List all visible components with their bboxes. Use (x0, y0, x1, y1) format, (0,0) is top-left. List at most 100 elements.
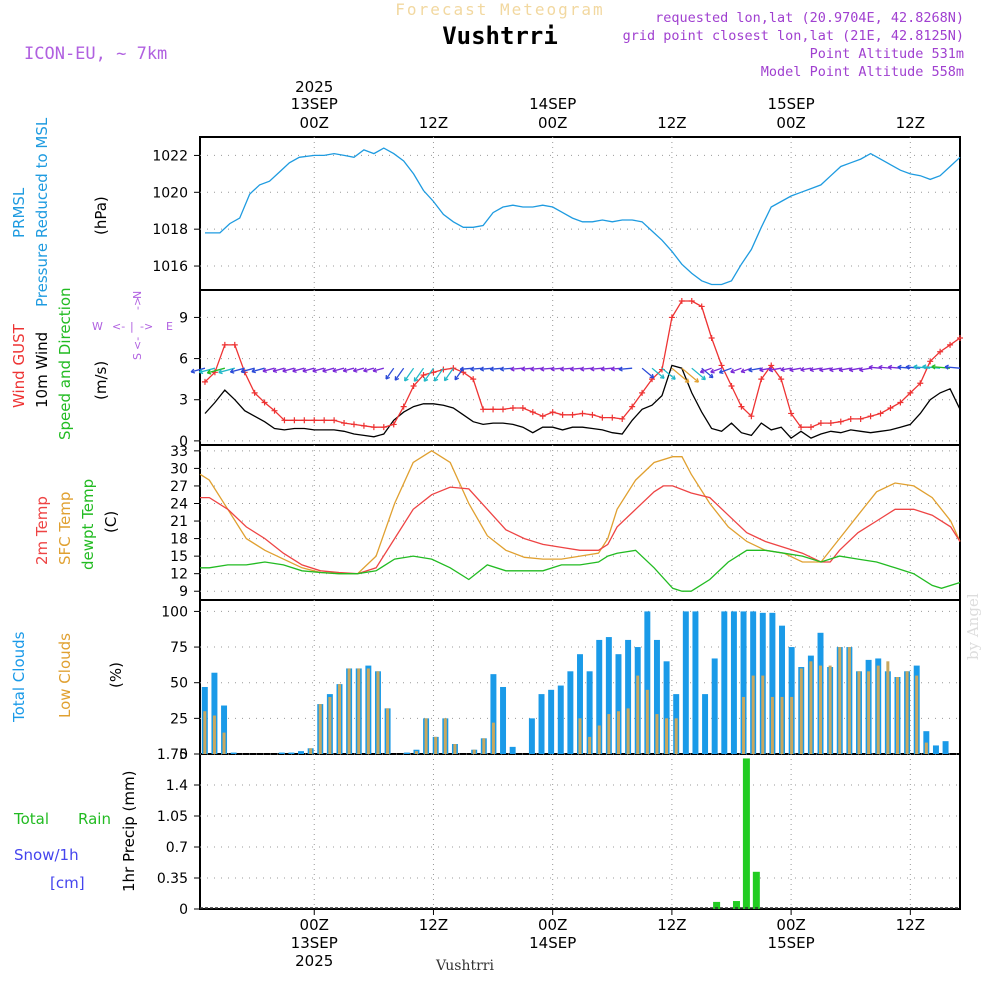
wind-direction-arrow (789, 367, 802, 371)
wind-gust-marker (410, 383, 417, 390)
wind-gust-marker (539, 413, 546, 420)
total-clouds-bar (278, 752, 285, 754)
precip-bar (732, 901, 740, 909)
wind-direction-arrow (413, 367, 425, 382)
wind-gust-marker (688, 297, 695, 304)
low-clouds-bar (761, 675, 765, 754)
low-clouds-bar (838, 647, 842, 754)
wind-gust-marker (281, 417, 288, 424)
low-clouds-bar (819, 665, 822, 754)
wind-direction-arrow (444, 367, 454, 382)
wind-direction-arrowhead (684, 378, 690, 384)
wind-direction-arrowhead (897, 364, 902, 370)
model-point-altitude: Model Point Altitude 558m (760, 64, 964, 80)
wind-direction-arrow (302, 367, 315, 372)
year-label-top: 2025 (295, 78, 333, 96)
wind-gust-marker (947, 341, 954, 348)
precip-bar (752, 871, 760, 909)
t2m-label: 2m Temp (33, 496, 51, 565)
low-clouds-bar (203, 711, 207, 754)
low-clouds-bar (616, 711, 620, 754)
total-clouds-bar (490, 674, 497, 754)
wind-gust-marker (718, 362, 725, 369)
y-tick-label: 6 (179, 352, 188, 368)
panel-frame (199, 753, 961, 910)
wind-direction-arrow (759, 367, 772, 371)
wind-direction-arrow (240, 367, 255, 373)
time-label-top: 12Z (896, 114, 925, 132)
wind-direction-arrow (769, 367, 782, 371)
wind-gust-marker (817, 420, 824, 427)
wind-gust-marker (867, 413, 874, 420)
location-title: Vushtrri (442, 22, 558, 50)
wind-direction-arrowhead (859, 367, 864, 373)
wind-direction-arrowhead (800, 366, 805, 373)
wind-gust-marker (341, 420, 348, 427)
wind-direction-arrowhead (292, 367, 297, 374)
wind-direction-arrow (353, 367, 365, 372)
wind-direction-arrow (282, 367, 295, 372)
time-label-top: 00Z (776, 114, 805, 132)
wind-gust-marker (629, 403, 636, 410)
wind-direction-arrow (913, 366, 931, 369)
wind-direction-arrowhead (610, 366, 616, 372)
total-clouds-bar (663, 661, 670, 754)
model-label: ICON-EU, ~ 7km (24, 44, 168, 64)
wind-gust-marker (857, 415, 864, 422)
y-tick-label: 9 (179, 584, 188, 600)
wind-direction-arrow (730, 367, 742, 373)
y-tick-label: 12 (170, 567, 188, 583)
wind-gust-marker (490, 406, 497, 413)
wind-direction-arrowhead (404, 376, 409, 382)
wind-direction-arrow (580, 367, 593, 370)
wind-direction-arrowhead (322, 367, 327, 373)
wind-direction-arrowhead (363, 367, 368, 373)
wind-direction-arrowhead (740, 368, 746, 374)
total-clouds-bar (615, 654, 622, 754)
wind-direction-arrowhead (443, 376, 449, 382)
wind-direction-arrow (829, 367, 841, 371)
total-clouds-bar (221, 705, 228, 754)
wind-direction-arrowhead (198, 369, 204, 375)
wind-direction-arrowhead (922, 364, 927, 370)
y-tick-label: 3 (179, 393, 188, 409)
wind-gust-marker (837, 418, 844, 425)
wind-direction-arrow (207, 367, 226, 374)
requested-coordinates: requested lon,lat (20.9704E, 42.8268N) (655, 10, 964, 26)
y-tick-label: 1.75 (157, 747, 188, 763)
low-clouds-bar (453, 744, 457, 754)
y-tick-label: 0 (179, 434, 188, 450)
date-label-bottom: 13SEP (291, 934, 338, 952)
wind-direction-arrowhead (590, 366, 595, 372)
wind-gust-marker (370, 424, 377, 431)
wind-direction-arrowhead (394, 376, 400, 381)
total-clouds-bar (567, 671, 574, 754)
wind10m-label: 10m Wind (33, 332, 51, 408)
wind-direction-arrowhead (454, 375, 460, 381)
wind-direction-arrowhead (229, 368, 235, 374)
wind-direction-arrowhead (660, 374, 665, 379)
wind-direction-arrowhead (718, 369, 724, 374)
svg-text:<-: <- (112, 320, 125, 333)
wind-gust-marker (321, 417, 328, 424)
wind-direction-arrow (230, 367, 245, 373)
compass-w: W (92, 320, 103, 333)
wind-direction-arrowhead (521, 366, 526, 372)
wind-gust-marker (778, 376, 785, 383)
wind-direction-arrowhead (699, 368, 705, 374)
wind-direction-arrowhead (701, 375, 706, 381)
low-clouds-bar (212, 715, 216, 754)
y-tick-label: 50 (170, 676, 188, 692)
wind-direction-arrow (343, 367, 355, 372)
wind-direction-arrowhead (708, 373, 714, 379)
wind-gust-line (204, 300, 961, 428)
total-clouds-bar (586, 671, 593, 754)
wind-gust-marker (509, 404, 516, 411)
y-tick-label: 30 (170, 461, 188, 477)
compass-e: E (166, 320, 173, 333)
compass-n: N (131, 291, 144, 299)
low-clouds-bar (924, 742, 928, 754)
dewpt-line (200, 549, 961, 592)
y-tick-label: 1018 (152, 222, 188, 238)
wind-gust-marker (788, 410, 795, 417)
